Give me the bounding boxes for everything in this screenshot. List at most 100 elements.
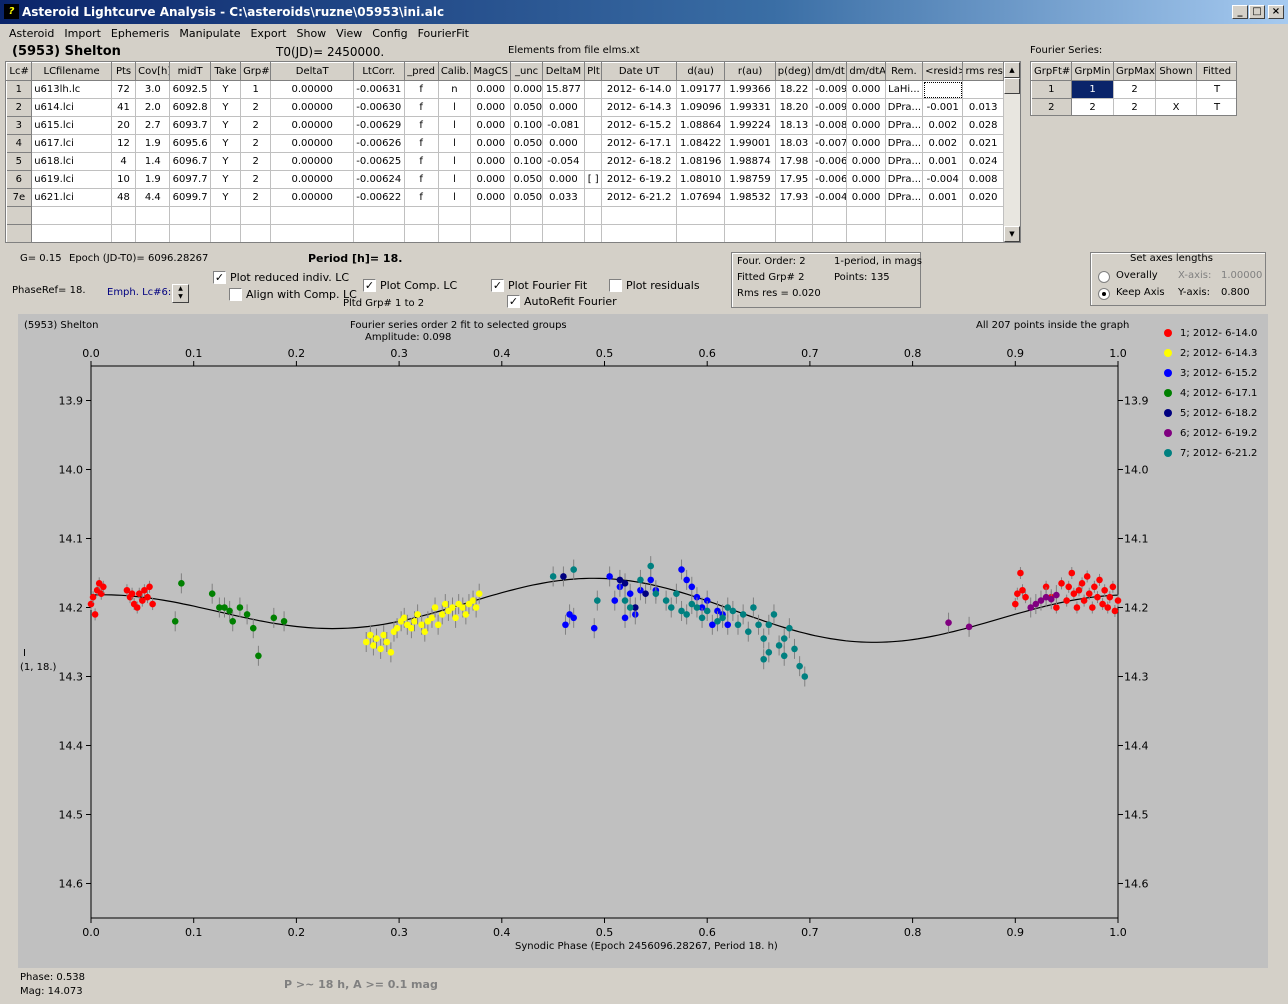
table-cell[interactable] [584,224,603,242]
table-cell[interactable]: Y [210,170,242,189]
table-cell[interactable]: 0.100 [510,116,543,135]
table-cell[interactable] [724,206,776,225]
table-cell[interactable]: 0.028 [962,116,1004,135]
table-cell[interactable]: 7e [6,188,33,207]
table-cell[interactable]: 48 [111,188,137,207]
column-header[interactable]: DeltaT [270,62,355,81]
table-row[interactable]: 6 u619.lci 10 1.9 6097.7 Y 2 0.00000 -0.00624 f l 0… [6,170,1004,189]
table-cell[interactable]: f [404,80,439,99]
table-cell[interactable]: 1.08422 [676,134,726,153]
table-cell[interactable] [885,206,924,225]
table-cell[interactable]: 3.0 [135,80,171,99]
table-cell[interactable]: 17.98 [775,152,814,171]
table-cell[interactable] [584,152,603,171]
table-cell[interactable]: 2 [240,188,272,207]
table-cell[interactable] [404,206,439,225]
column-header[interactable]: d(au) [675,62,726,81]
table-cell[interactable]: l [438,170,472,189]
table-cell[interactable] [584,98,603,117]
table-cell[interactable]: 10 [111,170,137,189]
table-cell[interactable]: 1 [240,80,272,99]
table-cell[interactable] [775,206,814,225]
table-cell[interactable]: 2.7 [135,116,171,135]
table-cell[interactable] [601,224,677,242]
maximize-button[interactable]: □ [1249,5,1265,19]
table-cell[interactable]: 2 [240,98,272,117]
column-header[interactable]: <resid> [922,62,964,81]
table-cell[interactable]: 0.000 [542,98,586,117]
table-cell[interactable] [962,206,1004,225]
table-cell[interactable] [270,206,355,225]
table-cell[interactable] [885,224,924,242]
table-cell[interactable]: 0.00000 [270,134,355,153]
column-header[interactable]: r(au) [724,62,776,81]
table-cell[interactable]: 72 [111,80,137,99]
table-cell[interactable] [922,80,964,99]
table-cell[interactable]: 1.99001 [724,134,776,153]
menu-show[interactable]: Show [296,27,327,40]
table-cell[interactable]: 0.000 [846,152,886,171]
lightcurve-chart[interactable]: 0.0 0.0 0.1 0.1 0.2 0.2 0.3 0.3 0.4 0.4 0.5 0.5 0.6 0… [18,314,1268,968]
table-cell[interactable]: 0.050 [510,170,543,189]
table-cell[interactable]: u618.lci [31,152,112,171]
table-cell[interactable] [584,116,603,135]
plot-fourier-checkbox[interactable]: ✓ [491,279,504,292]
table-cell[interactable]: 6092.5 [169,80,211,99]
table-cell[interactable] [510,224,543,242]
table-cell[interactable] [812,206,848,225]
table-cell[interactable] [584,188,603,207]
table-cell[interactable]: 0.000 [846,188,886,207]
table-cell[interactable]: 0.000 [470,98,512,117]
table-cell[interactable]: 0.050 [510,188,543,207]
table-cell[interactable]: 0.002 [922,116,964,135]
table-cell[interactable]: 1.9 [135,134,171,153]
table-cell[interactable] [775,224,814,242]
table-cell[interactable]: [ ] [584,170,603,189]
table-cell[interactable] [353,206,405,225]
table-cell[interactable]: u619.lci [31,170,112,189]
table-row[interactable]: 4 u617.lci 12 1.9 6095.6 Y 2 0.00000 -0.00626 f l 0… [6,134,1004,153]
table-cell[interactable] [6,224,33,242]
column-header[interactable]: DeltaM [541,62,586,81]
table-cell[interactable]: f [404,152,439,171]
table-cell[interactable]: 4 [6,134,33,153]
table-row[interactable]: 3 u615.lci 20 2.7 6093.7 Y 2 0.00000 -0.00629 f l 0… [6,116,1004,135]
table-cell[interactable]: 0.000 [470,116,512,135]
table-cell[interactable]: DPra... [885,116,924,135]
scroll-down-icon[interactable]: ▼ [1004,226,1020,242]
table-cell[interactable]: -0.081 [542,116,586,135]
table-cell[interactable]: -0.00626 [353,134,405,153]
column-header[interactable]: Date UT [601,62,677,81]
table-cell[interactable]: 0.033 [542,188,586,207]
scroll-up-icon[interactable]: ▲ [1004,62,1020,78]
column-header[interactable]: Cov[h] [135,62,171,81]
table-cell[interactable]: Y [210,152,242,171]
table-cell[interactable]: 0.002 [922,134,964,153]
table-cell[interactable]: 0.001 [922,188,964,207]
table-cell[interactable]: -0.00630 [353,98,405,117]
table-cell[interactable] [1155,80,1197,99]
table-cell[interactable]: 17.95 [775,170,814,189]
table-cell[interactable]: LaHi... [885,80,924,99]
table-cell[interactable] [676,206,726,225]
table-cell[interactable]: T [1196,80,1236,99]
close-button[interactable]: × [1268,5,1284,19]
table-cell[interactable]: 0.000 [470,80,512,99]
table-cell[interactable] [6,206,33,225]
table-cell[interactable]: 0.000 [846,80,886,99]
table-cell[interactable] [135,224,171,242]
table-cell[interactable]: 2012- 6-19.2 [601,170,677,189]
table-cell[interactable] [169,224,211,242]
autorefit-checkbox[interactable]: ✓ [507,295,520,308]
column-header[interactable]: Pts [110,62,137,81]
table-cell[interactable]: 18.13 [775,116,814,135]
table-cell[interactable] [510,206,543,225]
column-header[interactable]: p(deg) [774,62,814,81]
table-cell[interactable]: 3 [6,116,33,135]
table-scrollbar[interactable]: ▲ ▼ [1004,62,1020,242]
table-cell[interactable] [438,206,472,225]
table-cell[interactable]: 0.00000 [270,98,355,117]
table-cell[interactable] [584,80,603,99]
table-cell[interactable]: 0.013 [962,98,1004,117]
table-cell[interactable]: 0.000 [470,134,512,153]
